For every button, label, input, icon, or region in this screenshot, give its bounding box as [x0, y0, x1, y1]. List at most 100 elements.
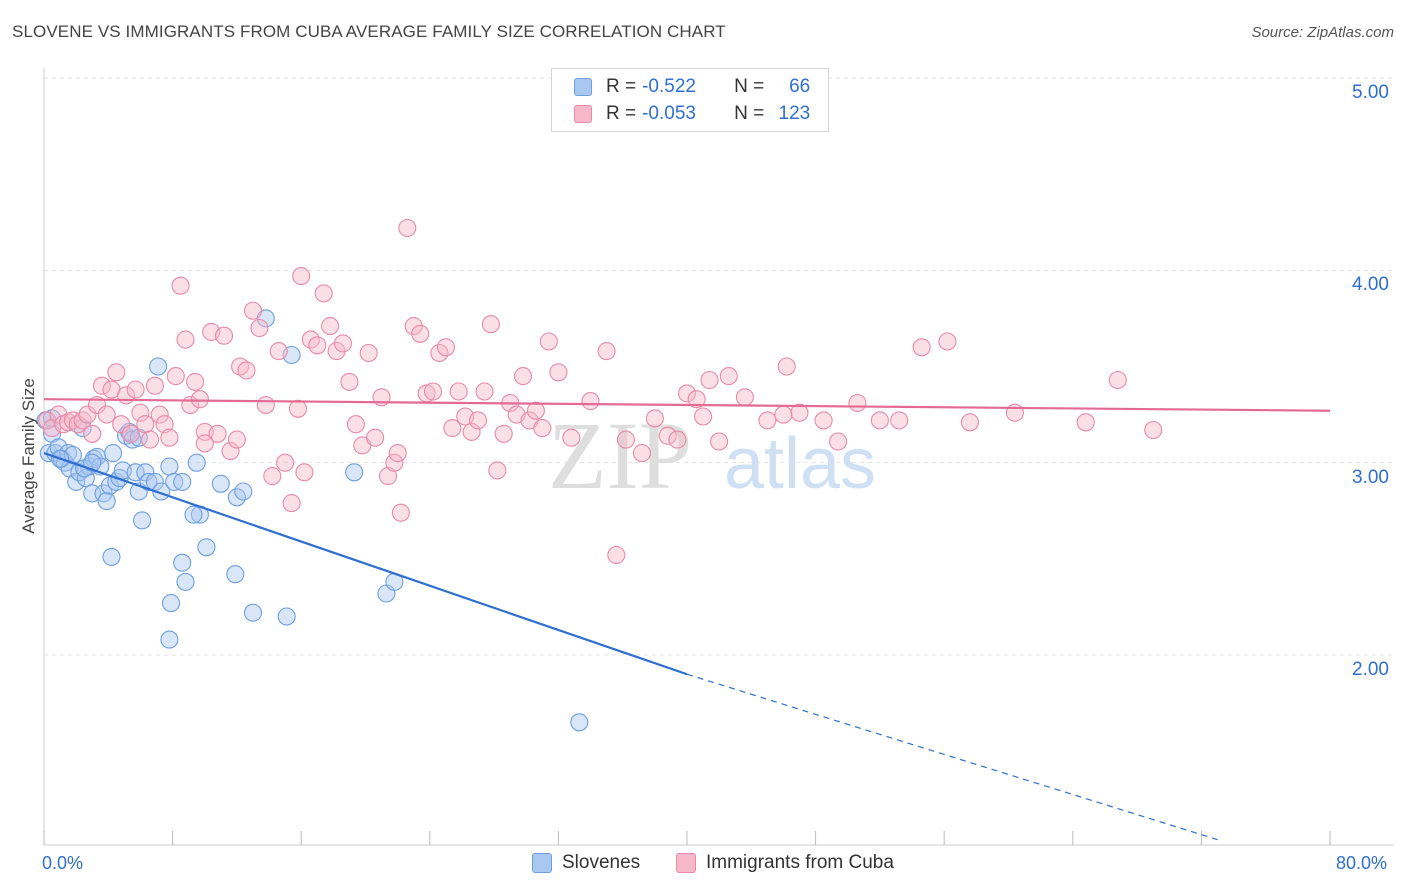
data-point	[227, 430, 246, 449]
data-point	[632, 444, 652, 463]
data-point	[269, 342, 288, 361]
data-point	[513, 367, 533, 386]
series-legend-slovenes[interactable]: Slovenes	[532, 852, 640, 874]
data-point	[256, 395, 275, 415]
data-point	[1076, 413, 1095, 432]
correlation-legend: R = -0.522 N = 66 R = -0.053 N = 123	[551, 68, 829, 132]
data-point	[234, 482, 253, 501]
data-point	[211, 474, 230, 493]
data-point	[160, 630, 179, 649]
data-point	[1108, 370, 1127, 390]
data-point	[758, 411, 777, 430]
data-point	[161, 594, 181, 613]
chart-title: SLOVENE VS IMMIGRANTS FROM CUBA AVERAGE …	[12, 22, 726, 41]
data-point	[488, 461, 507, 480]
data-point	[92, 376, 111, 395]
data-point	[145, 376, 164, 395]
data-point	[549, 363, 568, 382]
data-point	[388, 444, 407, 463]
data-point	[829, 432, 848, 451]
trend-layer	[43, 398, 1331, 841]
data-point	[912, 338, 931, 357]
data-point	[398, 218, 417, 238]
series-legend-cuba[interactable]: Immigrants from Cuba	[676, 852, 894, 874]
data-point	[121, 424, 140, 443]
data-point	[133, 511, 152, 530]
y-tick-label: 2.00	[1352, 659, 1389, 680]
data-point	[443, 419, 462, 438]
data-point	[173, 472, 192, 491]
series-legend: Slovenes Immigrants from Cuba	[0, 852, 1406, 876]
data-point	[366, 428, 385, 447]
data-point	[308, 336, 327, 355]
data-point	[160, 428, 179, 447]
data-point	[411, 324, 430, 343]
data-point	[149, 357, 168, 376]
data-point	[539, 332, 558, 351]
data-point	[677, 384, 697, 403]
data-point	[184, 505, 203, 524]
watermark-zip: ZIP	[548, 402, 692, 509]
legend-n-label: N =	[734, 76, 765, 97]
data-point	[333, 334, 353, 353]
data-point	[292, 267, 311, 286]
series-legend-label: Immigrants from Cuba	[706, 852, 894, 873]
axes	[43, 68, 1394, 846]
data-point	[700, 370, 719, 390]
data-point	[562, 428, 581, 447]
series-swatch-slovenes	[532, 853, 552, 873]
data-point	[208, 424, 227, 443]
trend-line-slovenes-extension	[686, 673, 1218, 841]
data-point	[107, 363, 126, 382]
data-point	[719, 367, 738, 386]
data-point	[176, 330, 195, 349]
data-point	[423, 382, 443, 401]
legend-r-value: -0.053	[642, 103, 696, 124]
legend-n-value: 123	[778, 103, 811, 124]
data-point	[449, 382, 468, 401]
series-cuba	[38, 218, 1163, 565]
data-point	[78, 405, 97, 424]
legend-swatch-slovenes	[574, 78, 592, 96]
data-point	[790, 403, 809, 422]
data-point	[526, 401, 545, 420]
data-point	[777, 357, 796, 376]
data-point	[735, 388, 754, 407]
trend-line-cuba	[43, 398, 1331, 412]
y-tick-label: 5.00	[1352, 82, 1389, 103]
data-point	[359, 343, 378, 363]
data-point	[97, 492, 116, 511]
data-point	[173, 553, 192, 572]
series-swatch-cuba	[676, 853, 696, 873]
y-axis-title: Average Family Size	[19, 378, 38, 534]
data-point	[190, 390, 209, 409]
data-point	[570, 713, 589, 732]
data-point	[221, 442, 240, 461]
data-point	[616, 430, 635, 449]
data-point	[282, 494, 301, 513]
data-point	[436, 338, 455, 357]
data-point	[112, 415, 131, 434]
data-point	[938, 332, 957, 351]
data-point	[462, 422, 481, 441]
data-point	[607, 545, 626, 565]
x-tick-label-min: 0.0%	[42, 853, 84, 873]
data-point	[49, 438, 68, 457]
data-point	[171, 276, 190, 295]
series-legend-label: Slovenes	[562, 852, 641, 873]
data-point	[870, 411, 889, 430]
data-point	[131, 403, 150, 422]
data-point	[277, 607, 296, 626]
trend-line-slovenes	[43, 452, 688, 676]
data-point	[141, 430, 160, 449]
watermark-atlas: atlas	[724, 424, 876, 504]
data-point	[475, 382, 494, 401]
legend-n-label: N =	[734, 103, 765, 124]
data-point	[150, 405, 169, 424]
data-point	[126, 463, 145, 482]
data-point	[126, 380, 145, 399]
data-point	[83, 453, 102, 472]
data-point	[321, 317, 340, 336]
data-point	[890, 411, 909, 430]
